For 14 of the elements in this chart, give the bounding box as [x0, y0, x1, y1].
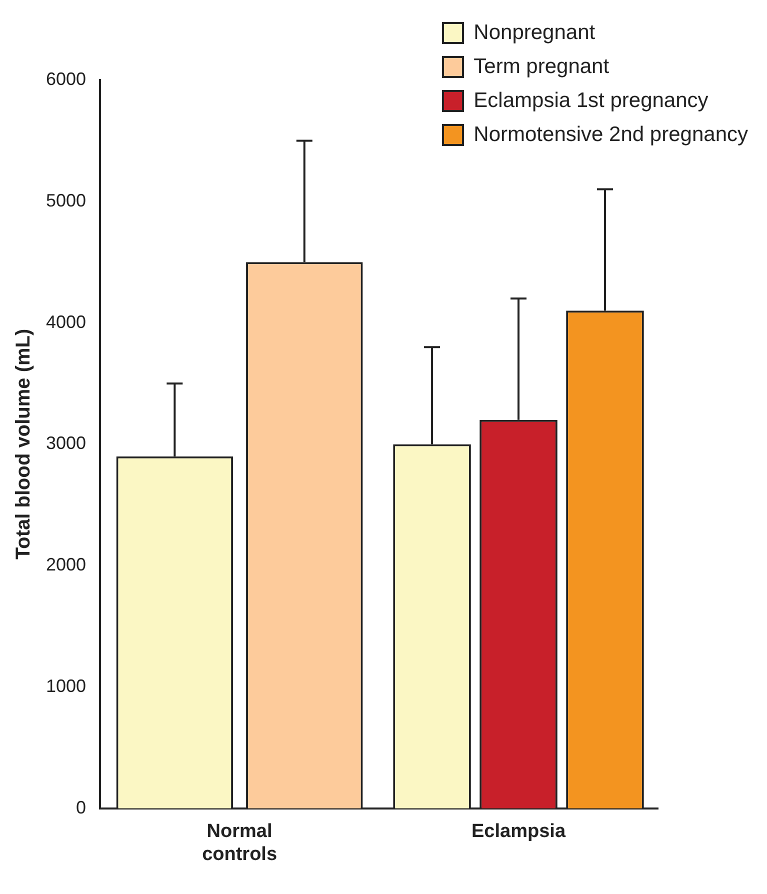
x-tick-label: Normal controls: [202, 821, 278, 865]
legend-label: Nonpregnant: [474, 21, 596, 45]
legend-label: Normotensive 2nd pregnancy: [474, 123, 748, 147]
y-tick-label: 6000: [46, 68, 86, 89]
y-tick-label: 0: [76, 797, 86, 818]
y-tick-label: 4000: [46, 312, 86, 332]
x-tick-label: Eclampsia: [472, 821, 566, 842]
legend-label: Eclampsia 1st pregnancy: [474, 89, 708, 113]
legend-label: Term pregnant: [474, 55, 610, 79]
y-tick-label: 5000: [46, 190, 86, 210]
y-axis-title: Total blood volume (mL): [12, 328, 35, 560]
y-tick-label: 3000: [46, 433, 86, 454]
y-tick-label: 1000: [46, 676, 86, 696]
y-tick-label: 2000: [46, 554, 86, 575]
